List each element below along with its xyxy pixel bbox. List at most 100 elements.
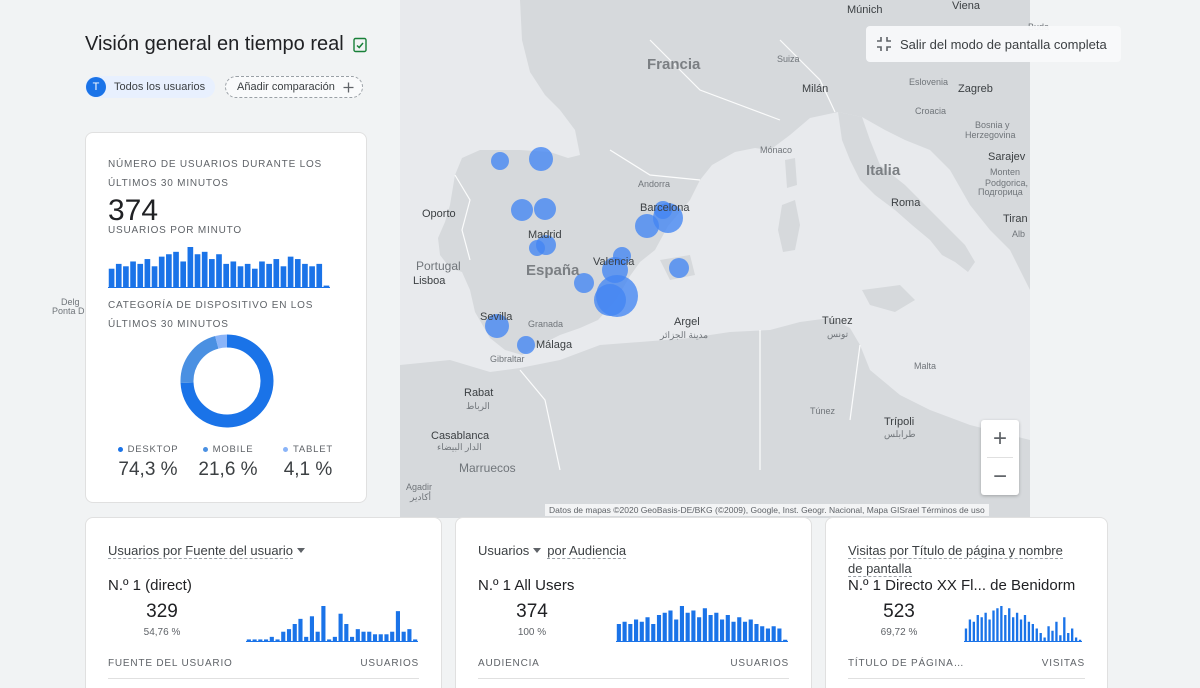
bar [702,608,707,642]
bar [742,621,748,642]
bar [668,610,673,642]
bar [1015,612,1019,642]
label-gibraltar: Gibraltar [490,354,525,364]
label-andorra: Andorra [638,179,671,189]
bar [390,631,395,642]
card-user-source-pct: 54,76 % [143,627,181,638]
bar [309,266,315,288]
bar [996,608,999,642]
bar [737,617,742,642]
card-audience: Usuarios por Audiencia N.º 1 All Users 37… [455,517,812,688]
label-roma: Roma [891,197,921,209]
label-oporto: Oporto [422,208,456,220]
verified-check-icon [352,37,367,52]
zoom-out-button[interactable]: − [992,462,1007,490]
user-location-bubble [485,314,509,338]
bar [754,624,759,642]
bar [281,631,286,642]
per-minute-caption: USUARIOS POR MINUTO [108,225,242,236]
bar [137,263,144,288]
bar [304,636,309,642]
add-comparison-label: Añadir comparación [237,81,335,93]
bar [980,617,983,642]
add-comparison-button[interactable]: Añadir comparación [225,76,363,98]
label-tunez-country: Túnez [810,406,836,416]
bar [316,263,323,288]
label-casablanca-1: Casablanca [431,430,490,442]
bar [252,639,257,642]
dropdown-caret-icon[interactable] [533,548,542,553]
label-rabat-2: الرباط [466,401,490,411]
bar [777,628,782,642]
card-user-source-sparkline [246,606,418,642]
divider [478,678,789,679]
label-portugal: Portugal [416,259,461,273]
map-attribution[interactable]: Datos de mapas ©2020 GeoBasis-DE/BKG (©2… [545,504,989,516]
zoom-in-button[interactable]: + [992,424,1007,452]
card-page-views-col-left: TÍTULO DE PÁGINA… [848,658,965,669]
bar [634,619,639,642]
label-tirana: Tiran [1003,213,1028,225]
card-user-source-col-left: FUENTE DEL USUARIO [108,658,233,669]
label-sarajevo: Sarajev [988,151,1026,163]
bar [216,254,222,288]
card-audience-col-right: USUARIOS [730,658,789,669]
label-espana: España [526,262,580,279]
label-rabat-1: Rabat [464,387,494,399]
bar [691,610,696,642]
label-alb: Alb [1012,229,1026,239]
bar [123,266,129,288]
exit-fullscreen-button[interactable]: Salir del modo de pantalla completa [866,26,1121,62]
bar [292,624,297,642]
bar [151,266,158,288]
label-bosnia-2: Herzegovina [965,130,1016,140]
bar [230,261,237,288]
donut-slice-mobile [180,336,219,384]
bar [251,268,258,288]
bar [115,263,122,288]
bar [714,612,719,642]
bar [1051,630,1054,642]
audience-chip-label: Todos los usuarios [114,81,206,93]
label-italia: Italia [866,162,901,179]
land-europe [438,0,1030,355]
label-madrid: Madrid [528,229,562,241]
label-eslovenia: Eslovenia [909,77,949,87]
label-suiza: Suiza [777,54,800,64]
card-page-views-title: Visitas por Título de página y nombre de… [848,542,1080,578]
label-munich: Múnich [847,4,883,16]
bar [1071,628,1074,642]
map[interactable] [0,0,1200,518]
bar [1074,637,1078,642]
dropdown-caret-icon[interactable] [297,548,305,553]
card-page-views-pct: 69,72 % [880,627,918,638]
tablet-dot-icon [283,447,288,452]
label-tripoli-2: طرابلس [884,429,916,439]
card-page-views: Visitas por Título de página y nombre de… [825,517,1108,688]
bar [294,259,301,288]
device-mobile: MOBILE 21,6 % [188,444,268,481]
audience-dimension-label[interactable]: por Audiencia [547,543,627,559]
bar [1067,633,1070,642]
bar [964,628,968,642]
bar [280,266,287,288]
plus-icon [343,82,354,92]
bar [338,613,343,642]
bar [968,619,972,642]
bar [645,617,650,642]
user-location-bubble [574,273,594,293]
land-italy [838,112,975,272]
bar [725,615,730,642]
page-views-dimension-selector[interactable]: Visitas por Título de página y nombre de… [848,543,1063,577]
audience-metric-selector[interactable]: Usuarios [478,543,530,558]
divider [848,678,1085,679]
mobile-dot-icon [202,447,208,452]
user-source-dimension-selector[interactable]: Usuarios por Fuente del usuario [108,543,293,559]
bar [223,263,229,288]
device-caption: CATEGORÍA DE DISPOSITIVO EN LOS ÚLTIMOS … [108,300,314,330]
bar [209,259,215,288]
audience-chip-all-users[interactable]: T Todos los usuarios [85,76,216,98]
bar [298,618,303,642]
user-location-bubble [669,258,689,278]
bar [361,631,366,642]
